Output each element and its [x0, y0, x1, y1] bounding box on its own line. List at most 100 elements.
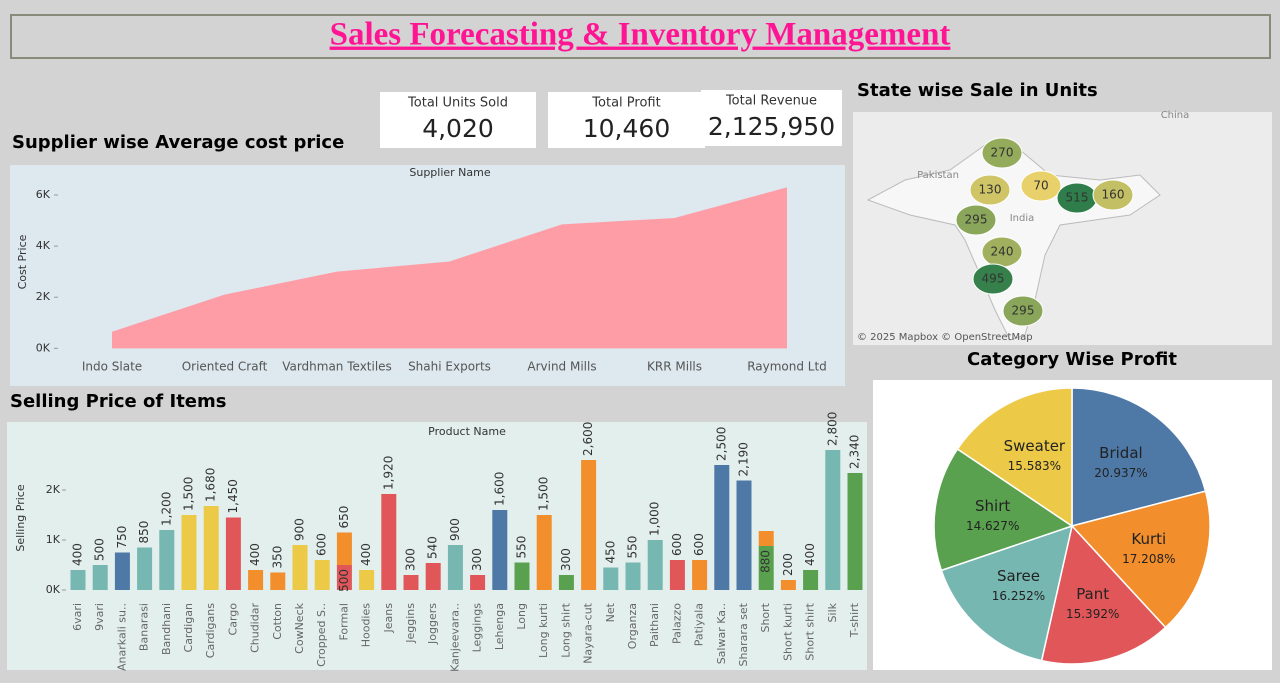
y-tick-label: 1K	[46, 533, 61, 546]
state-region	[1020, 170, 1062, 202]
x-tick-label: Palazzo	[670, 603, 683, 644]
bar-value-label: 400	[359, 543, 373, 566]
bar-value-label: 1,920	[381, 456, 395, 490]
bar-value-label: 1,450	[226, 479, 240, 513]
state-region	[1002, 295, 1044, 327]
bar-segment	[92, 565, 108, 590]
x-tick-label: Arvind Mills	[527, 360, 596, 374]
x-tick-label: Cropped S..	[315, 603, 328, 667]
pie-slice	[1071, 387, 1207, 527]
bar-value-label: 540	[426, 536, 440, 559]
kpi-label: Total Profit	[591, 96, 660, 111]
bar-segment	[603, 567, 619, 590]
state-region	[969, 174, 1011, 206]
slice-value: 15.583%	[1008, 459, 1061, 473]
bar-value-label: 550	[515, 536, 529, 559]
x-tick-label: Long shirt	[559, 602, 572, 657]
bar-value-label: 500	[337, 569, 351, 592]
x-tick-label: Kanjeevara..	[448, 603, 461, 672]
x-tick-label: Paithani	[648, 603, 661, 647]
kpi-label: Total Revenue	[725, 94, 817, 109]
bar-value-label: 500	[93, 538, 107, 561]
y-tick-label: 0K	[36, 341, 51, 354]
x-tick-label: Jeans	[382, 603, 395, 634]
x-axis-title: Supplier Name	[409, 166, 491, 179]
bar-segment	[292, 545, 308, 590]
slice-value: 17.208%	[1122, 552, 1175, 566]
bar-value-label: 300	[470, 548, 484, 571]
bar-segment	[225, 517, 241, 590]
x-tick-label: 9vari	[93, 603, 106, 631]
x-tick-label: KRR Mills	[647, 360, 702, 374]
place-label: China	[1161, 110, 1190, 121]
place-label: India	[1010, 213, 1035, 224]
bar-value-label: 550	[626, 536, 640, 559]
state-region	[1092, 179, 1134, 211]
bar-value-label: 350	[270, 546, 284, 569]
bar-value-label: 1,000	[648, 502, 662, 536]
bar-value-label: 200	[781, 553, 795, 576]
bar-segment	[581, 460, 597, 590]
pie-slice	[956, 387, 1073, 528]
map-attribution: © 2025 Mapbox © OpenStreetMap	[857, 332, 1033, 343]
bar-value-label: 2,190	[737, 442, 751, 476]
slice-label: Kurti	[1131, 530, 1166, 548]
x-tick-label: Patiyala	[693, 603, 706, 646]
state-region	[981, 137, 1023, 169]
y-tick-label: 4K	[36, 239, 51, 252]
x-tick-label: CowNeck	[293, 602, 306, 653]
bar-value-label: 880	[759, 550, 773, 573]
bar-segment	[137, 547, 153, 590]
kpi-card	[380, 92, 536, 148]
bar-segment	[803, 570, 819, 590]
x-tick-label: Hoodies	[360, 603, 373, 648]
x-tick-label: Jeggins	[404, 603, 417, 644]
y-tick-label: 0K	[46, 583, 61, 596]
y-axis-title: Cost Price	[16, 234, 29, 289]
x-tick-label: Nayara-cut	[582, 602, 595, 663]
x-tick-label: Cardigans	[204, 603, 217, 658]
bar-segment	[336, 532, 352, 565]
bar-segment	[248, 570, 264, 590]
x-tick-label: Salwar Ka..	[715, 603, 728, 664]
map-panel	[853, 112, 1272, 345]
state-label: 160	[1102, 188, 1125, 202]
bar-segment	[625, 562, 641, 590]
dashboard-title: Sales Forecasting & Inventory Management	[330, 17, 951, 53]
bar-segment	[381, 494, 397, 590]
x-tick-label: Leggings	[471, 603, 484, 653]
y-axis-title: Selling Price	[14, 484, 27, 551]
kpi-label: Total Units Sold	[407, 96, 508, 111]
bar-value-label: 1,680	[204, 468, 218, 502]
state-label: 70	[1033, 179, 1048, 193]
bar-value-label: 650	[337, 506, 351, 529]
bar-segment	[492, 510, 508, 590]
bar-value-label: 400	[71, 543, 85, 566]
bar-value-label: 450	[603, 541, 617, 564]
x-axis-title: Product Name	[428, 425, 506, 438]
bar-value-label: 600	[692, 533, 706, 556]
slice-label: Shirt	[975, 497, 1010, 515]
bar-segment	[181, 515, 197, 590]
y-tick-label: 2K	[36, 290, 51, 303]
x-tick-label: Long kurti	[537, 603, 550, 658]
bar-segment	[736, 480, 752, 590]
x-tick-label: 6vari	[71, 603, 84, 631]
bar-value-label: 300	[559, 548, 573, 571]
state-region	[955, 204, 997, 236]
bar-value-label: 1,500	[537, 477, 551, 511]
slice-value: 14.627%	[966, 519, 1019, 533]
state-label: 270	[991, 146, 1014, 160]
state-label: 130	[979, 183, 1002, 197]
bar-segment	[714, 465, 730, 590]
x-tick-label: Cotton	[271, 603, 284, 640]
bar-value-label: 900	[293, 518, 307, 541]
bar-segment	[359, 570, 375, 590]
slice-label: Saree	[997, 567, 1040, 585]
bar-segment	[447, 545, 463, 590]
x-tick-label: Sharara set	[737, 602, 750, 666]
bar-segment	[758, 531, 774, 546]
bar-value-label: 600	[670, 533, 684, 556]
x-tick-label: Silk	[826, 602, 839, 622]
